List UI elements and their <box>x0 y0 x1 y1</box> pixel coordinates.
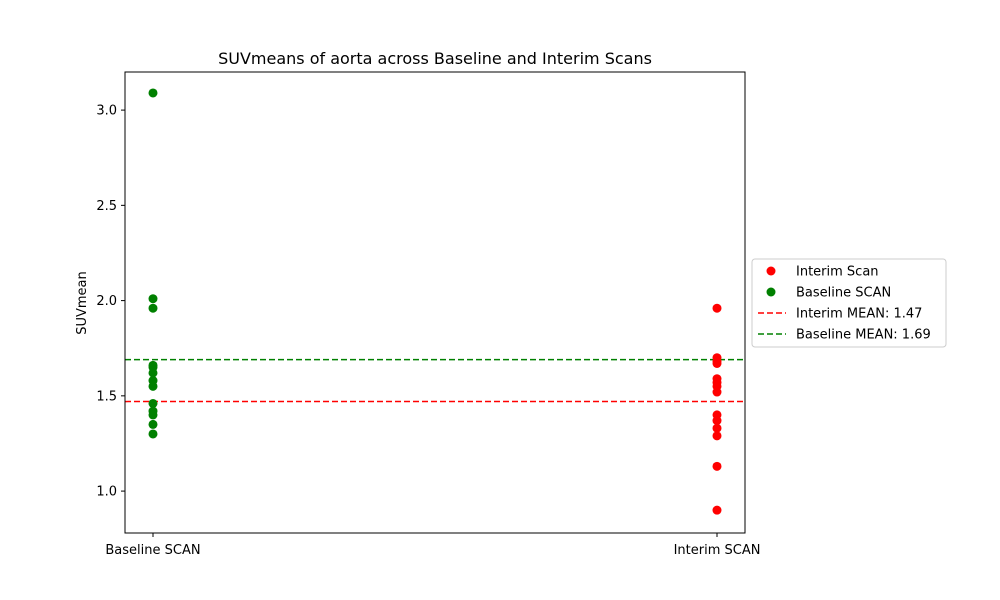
interim-point-7 <box>712 387 722 397</box>
interim-point-12 <box>712 461 722 471</box>
baseline-point-12 <box>148 429 158 439</box>
y-axis-label: SUVmean <box>75 271 90 335</box>
legend-label: Baseline MEAN: 1.69 <box>796 328 931 343</box>
x-tick-label: Baseline SCAN <box>105 543 200 558</box>
x-tick-label: Interim SCAN <box>674 543 761 558</box>
data-points <box>148 88 722 515</box>
y-tick-label: 2.0 <box>96 294 117 309</box>
plot-area-frame <box>124 71 746 534</box>
y-tick-label: 3.0 <box>96 104 117 119</box>
baseline-point-8 <box>148 398 158 408</box>
baseline-point-11 <box>148 419 158 429</box>
legend-box <box>751 258 947 348</box>
baseline-point-10 <box>148 410 158 420</box>
x-axis-ticks: Baseline SCAN Interim SCAN <box>105 533 760 558</box>
interim-point-0 <box>712 303 722 313</box>
baseline-point-0 <box>148 88 158 98</box>
legend-label: Interim MEAN: 1.47 <box>796 307 922 322</box>
interim-point-10 <box>712 423 722 433</box>
interim-point-11 <box>712 431 722 441</box>
interim-point-3 <box>712 358 722 368</box>
legend: Interim Scan Baseline SCAN Interim MEAN: 1… <box>751 258 947 348</box>
reference-lines <box>125 358 745 403</box>
legend-marker <box>766 287 776 297</box>
baseline-point-7 <box>148 381 158 391</box>
legend-label: Baseline SCAN <box>796 286 891 301</box>
y-tick-label: 2.5 <box>96 199 117 214</box>
baseline-point-2 <box>148 303 158 313</box>
interim-point-13 <box>712 505 722 515</box>
chart-title: SUVmeans of aorta across Baseline and In… <box>218 49 652 68</box>
y-tick-label: 1.5 <box>96 389 117 404</box>
baseline-point-1 <box>148 294 158 304</box>
interim-point-9 <box>712 416 722 426</box>
baseline-point-5 <box>148 368 158 378</box>
legend-marker <box>766 266 776 276</box>
y-axis-ticks: 1.0 1.5 2.0 2.5 3.0 <box>96 104 125 500</box>
y-tick-label: 1.0 <box>96 485 117 500</box>
legend-label: Interim Scan <box>796 265 879 280</box>
